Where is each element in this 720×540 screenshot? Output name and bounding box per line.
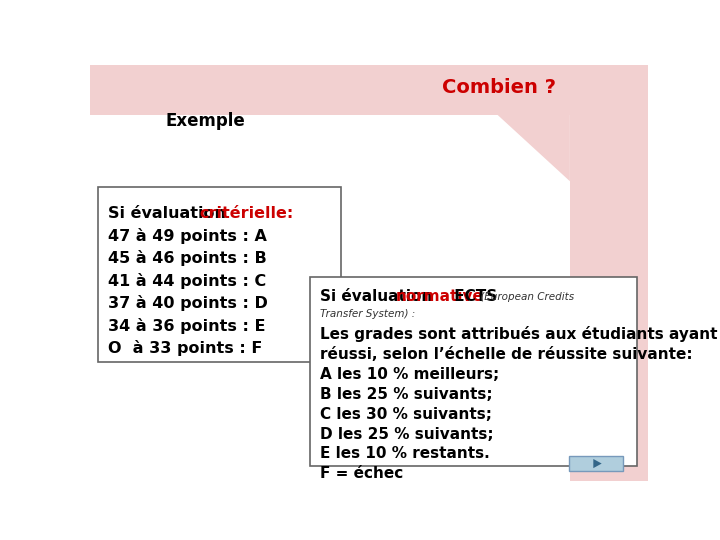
Text: Les grades sont attribués aux étudiants ayant: Les grades sont attribués aux étudiants … xyxy=(320,326,718,342)
Text: O  à 33 points : F: O à 33 points : F xyxy=(109,340,263,356)
Text: 37 à 40 points : D: 37 à 40 points : D xyxy=(109,295,269,311)
Polygon shape xyxy=(570,65,648,481)
FancyBboxPatch shape xyxy=(569,456,624,471)
FancyBboxPatch shape xyxy=(99,187,341,362)
Text: B les 25 % suivants;: B les 25 % suivants; xyxy=(320,387,493,402)
Text: 34 à 36 points : E: 34 à 36 points : E xyxy=(109,318,266,334)
Text: (European Credits: (European Credits xyxy=(477,292,574,302)
Text: C les 30 % suivants;: C les 30 % suivants; xyxy=(320,407,492,422)
Polygon shape xyxy=(593,459,602,468)
Text: D les 25 % suivants;: D les 25 % suivants; xyxy=(320,427,494,442)
Text: 41 à 44 points : C: 41 à 44 points : C xyxy=(109,273,266,288)
Text: réussi, selon l’échelle de réussite suivante:: réussi, selon l’échelle de réussite suiv… xyxy=(320,347,693,362)
Text: normative: normative xyxy=(396,289,484,305)
Text: Si évaluation: Si évaluation xyxy=(109,206,232,221)
Text: F = échec: F = échec xyxy=(320,467,404,482)
Polygon shape xyxy=(90,65,648,114)
Text: Si évaluation: Si évaluation xyxy=(320,289,438,305)
Text: A les 10 % meilleurs;: A les 10 % meilleurs; xyxy=(320,367,500,382)
Text: 47 à 49 points : A: 47 à 49 points : A xyxy=(109,228,267,244)
Text: Combien ?: Combien ? xyxy=(442,78,556,97)
Text: ECTS: ECTS xyxy=(449,289,497,305)
FancyBboxPatch shape xyxy=(310,277,637,466)
Text: critérielle:: critérielle: xyxy=(199,206,294,221)
Polygon shape xyxy=(498,114,570,181)
Text: E les 10 % restants.: E les 10 % restants. xyxy=(320,447,490,462)
Text: 45 à 46 points : B: 45 à 46 points : B xyxy=(109,250,267,266)
Text: Exemple: Exemple xyxy=(166,112,245,130)
Text: Transfer System) :: Transfer System) : xyxy=(320,309,415,319)
